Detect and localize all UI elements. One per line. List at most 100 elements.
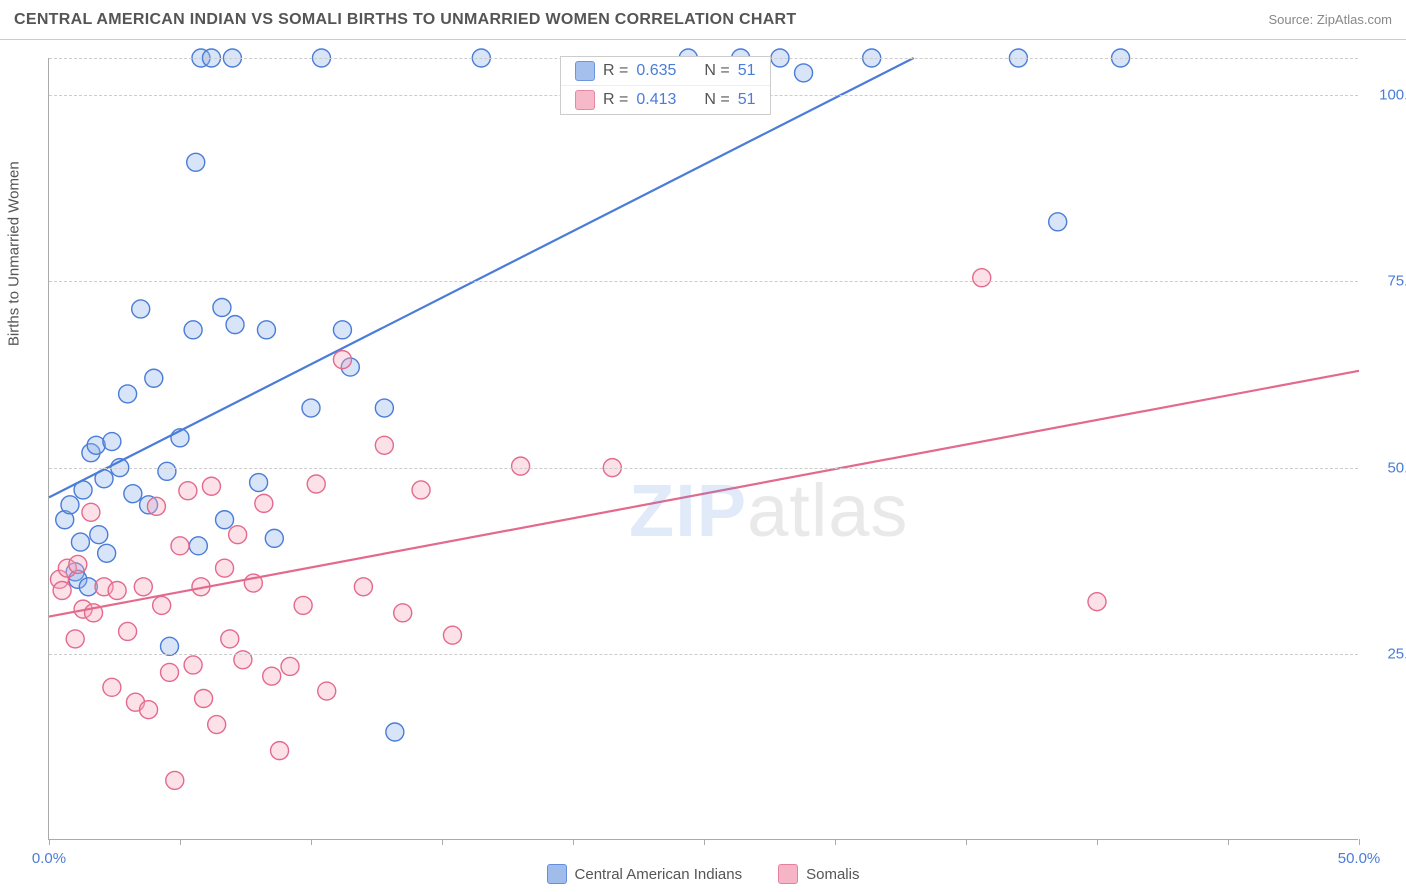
scatter-point — [307, 475, 325, 493]
scatter-point — [443, 626, 461, 644]
scatter-point — [103, 678, 121, 696]
scatter-point — [153, 596, 171, 614]
x-tick — [704, 839, 705, 845]
scatter-point — [195, 689, 213, 707]
scatter-point — [119, 385, 137, 403]
legend-series-label: Somalis — [806, 866, 859, 883]
y-tick-label: 50.0% — [1387, 459, 1406, 476]
scatter-point — [145, 369, 163, 387]
chart-source: Source: ZipAtlas.com — [1268, 12, 1392, 27]
x-tick — [49, 839, 50, 845]
x-tick — [311, 839, 312, 845]
scatter-point — [140, 701, 158, 719]
gridline — [49, 281, 1358, 282]
legend-r-value: 0.635 — [636, 62, 676, 80]
scatter-point — [119, 622, 137, 640]
scatter-point — [189, 537, 207, 555]
scatter-point — [257, 321, 275, 339]
x-tick — [1228, 839, 1229, 845]
scatter-point — [90, 526, 108, 544]
legend-correlation-row: R = 0.635 N = 51 — [561, 57, 770, 85]
scatter-point — [61, 496, 79, 514]
y-tick-label: 25.0% — [1387, 645, 1406, 662]
legend-r-label: R = — [603, 62, 628, 80]
trend-line — [49, 371, 1359, 617]
scatter-point — [161, 663, 179, 681]
scatter-point — [333, 351, 351, 369]
scatter-point — [795, 64, 813, 82]
scatter-point — [124, 485, 142, 503]
scatter-point — [98, 544, 116, 562]
scatter-point — [375, 399, 393, 417]
gridline — [49, 654, 1358, 655]
legend-series-item: Somalis — [778, 864, 859, 884]
scatter-point — [208, 716, 226, 734]
gridline — [49, 468, 1358, 469]
scatter-point — [53, 582, 71, 600]
scatter-point — [386, 723, 404, 741]
scatter-point — [265, 529, 283, 547]
scatter-point — [103, 433, 121, 451]
legend-n-value: 51 — [738, 91, 756, 109]
plot-svg — [49, 58, 1358, 839]
x-tick — [835, 839, 836, 845]
x-tick — [442, 839, 443, 845]
x-tick — [1097, 839, 1098, 845]
title-bar: CENTRAL AMERICAN INDIAN VS SOMALI BIRTHS… — [0, 0, 1406, 40]
scatter-point — [221, 630, 239, 648]
legend-swatch — [778, 864, 798, 884]
scatter-point — [973, 269, 991, 287]
scatter-point — [229, 526, 247, 544]
scatter-point — [66, 630, 84, 648]
legend-n-label: N = — [704, 62, 729, 80]
x-tick — [1359, 839, 1360, 845]
scatter-point — [179, 482, 197, 500]
trend-line — [49, 58, 914, 497]
x-tick — [573, 839, 574, 845]
legend-r-value: 0.413 — [636, 91, 676, 109]
scatter-point — [394, 604, 412, 622]
legend-series-label: Central American Indians — [575, 866, 743, 883]
scatter-point — [134, 578, 152, 596]
legend-n-label: N = — [704, 91, 729, 109]
scatter-point — [318, 682, 336, 700]
scatter-point — [333, 321, 351, 339]
scatter-point — [158, 462, 176, 480]
scatter-point — [187, 153, 205, 171]
scatter-point — [250, 474, 268, 492]
x-tick — [966, 839, 967, 845]
legend-swatch — [547, 864, 567, 884]
scatter-point — [87, 436, 105, 454]
scatter-point — [1088, 593, 1106, 611]
scatter-point — [184, 656, 202, 674]
plot-area: ZIPatlas 25.0%50.0%75.0%100.0%0.0%50.0% — [48, 58, 1358, 840]
scatter-point — [263, 667, 281, 685]
scatter-point — [69, 555, 87, 573]
y-axis-title: Births to Unmarried Women — [6, 161, 23, 346]
chart-title: CENTRAL AMERICAN INDIAN VS SOMALI BIRTHS… — [14, 11, 797, 29]
scatter-point — [184, 321, 202, 339]
scatter-point — [375, 436, 393, 454]
scatter-point — [216, 511, 234, 529]
scatter-point — [281, 657, 299, 675]
scatter-point — [166, 771, 184, 789]
legend-n-value: 51 — [738, 62, 756, 80]
scatter-point — [226, 316, 244, 334]
scatter-point — [202, 477, 220, 495]
legend-swatch — [575, 61, 595, 81]
scatter-point — [213, 298, 231, 316]
scatter-point — [512, 457, 530, 475]
y-tick-label: 75.0% — [1387, 273, 1406, 290]
scatter-point — [255, 494, 273, 512]
scatter-point — [161, 637, 179, 655]
scatter-point — [71, 533, 89, 551]
scatter-point — [108, 582, 126, 600]
scatter-point — [216, 559, 234, 577]
scatter-point — [302, 399, 320, 417]
legend-series: Central American Indians Somalis — [0, 864, 1406, 884]
scatter-point — [171, 537, 189, 555]
scatter-point — [147, 497, 165, 515]
y-tick-label: 100.0% — [1379, 87, 1406, 104]
legend-correlation: R = 0.635 N = 51R = 0.413 N = 51 — [560, 56, 771, 115]
scatter-point — [294, 596, 312, 614]
